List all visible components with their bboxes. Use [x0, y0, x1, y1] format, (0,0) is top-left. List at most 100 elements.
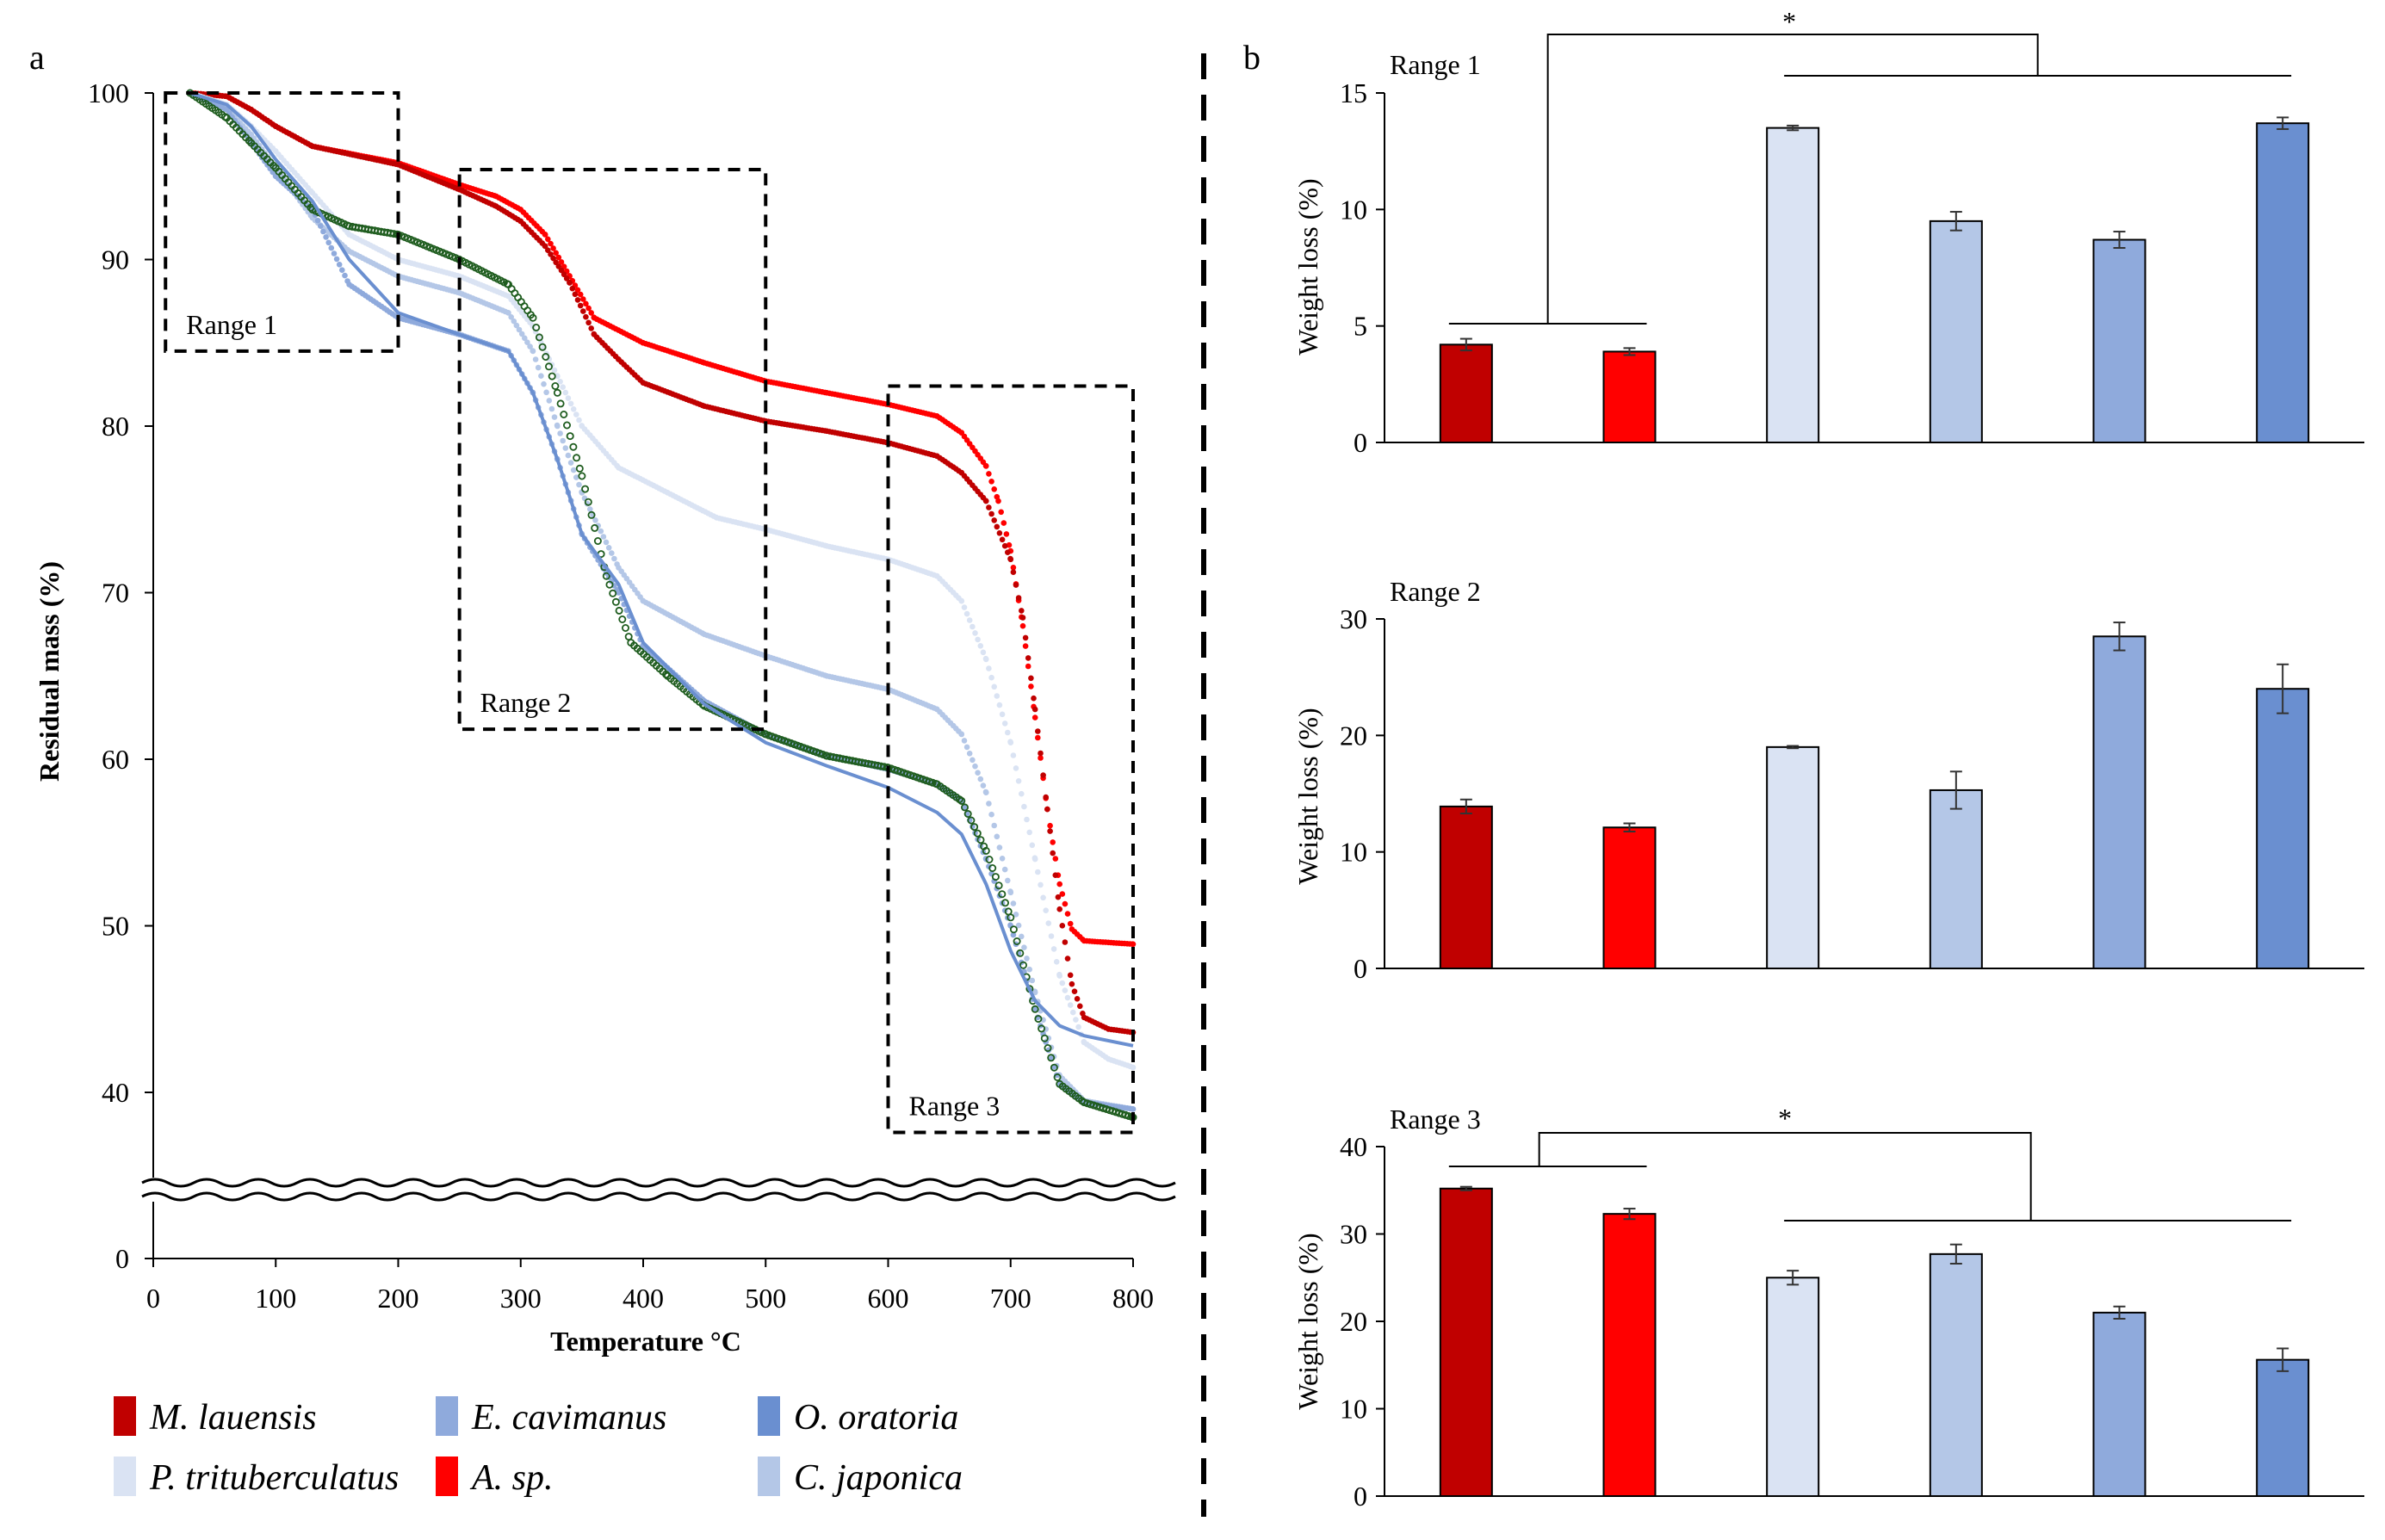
- data-point: [1044, 1044, 1052, 1053]
- data-point: [1062, 939, 1069, 945]
- range-box-label-1: Range 1: [186, 309, 277, 340]
- y-tick-label: 10: [1340, 1394, 1367, 1425]
- data-point: [1059, 891, 1066, 897]
- data-point: [572, 291, 579, 298]
- error-bar: [1949, 1243, 1962, 1265]
- data-point: [505, 310, 511, 316]
- data-point: [996, 844, 1003, 850]
- data-point: [560, 384, 566, 391]
- panel-a-y-tick-label: 80: [102, 411, 129, 442]
- error-bar: [1949, 211, 1962, 232]
- data-point: [1010, 565, 1017, 571]
- series-o-oratoria: [189, 91, 1134, 1048]
- data-point: [986, 801, 992, 807]
- error-bar: [2113, 1305, 2126, 1320]
- data-point: [1047, 1054, 1056, 1062]
- data-point: [548, 405, 555, 412]
- data-point: [1062, 900, 1069, 907]
- data-point: [556, 399, 565, 408]
- data-point: [561, 271, 567, 278]
- data-point: [524, 339, 530, 346]
- data-point: [966, 617, 973, 623]
- range-box-1: [164, 91, 400, 353]
- range2-y-axis-title: Weight loss (%): [1292, 708, 1323, 884]
- data-point: [328, 244, 335, 251]
- data-point: [1038, 755, 1044, 761]
- data-point: [1073, 1017, 1079, 1023]
- data-point: [618, 615, 627, 624]
- range-box-label-3: Range 3: [909, 1090, 1000, 1121]
- data-point: [1024, 816, 1030, 823]
- significance-star: *: [1778, 1103, 1792, 1134]
- error-bar: [1459, 337, 1472, 352]
- data-point: [1016, 949, 1025, 957]
- data-point: [1038, 1024, 1046, 1033]
- data-point: [583, 300, 589, 307]
- legend-item: C. japonica: [758, 1457, 963, 1498]
- data-point: [551, 381, 560, 390]
- data-point: [1013, 765, 1019, 771]
- data-point: [550, 255, 556, 262]
- panel-a-x-tick-label: 800: [1112, 1283, 1154, 1314]
- data-point: [1019, 961, 1028, 969]
- legend-swatch: [436, 1396, 458, 1436]
- data-point: [1029, 977, 1036, 984]
- panel-a-y-axis-title: Residual mass (%): [34, 561, 65, 782]
- data-point: [1040, 772, 1046, 778]
- data-point: [988, 510, 994, 517]
- legend-item: M. lauensis: [114, 1396, 317, 1438]
- significance-star: *: [1782, 6, 1796, 37]
- range3-bar-chart: 0 10 20 30 40 *: [1340, 1103, 2364, 1512]
- data-point: [977, 776, 984, 782]
- data-point: [1070, 1009, 1076, 1016]
- panel-a-x-tick-label: 0: [146, 1283, 160, 1314]
- data-point: [578, 472, 586, 480]
- data-point: [1035, 728, 1041, 734]
- data-point: [600, 534, 607, 540]
- data-point: [998, 890, 1007, 899]
- data-point: [1038, 750, 1044, 757]
- data-point: [609, 550, 615, 556]
- data-point: [569, 285, 576, 292]
- range3-chart-title: Range 3: [1390, 1104, 1481, 1135]
- legend-item: E. cavimanus: [436, 1396, 666, 1438]
- y-tick-label: 20: [1340, 720, 1367, 751]
- data-point: [603, 539, 610, 546]
- data-point: [553, 388, 561, 397]
- data-point: [527, 343, 533, 349]
- data-point: [991, 683, 997, 690]
- data-point: [553, 250, 559, 257]
- data-point: [991, 822, 997, 829]
- data-point: [535, 333, 543, 342]
- legend-swatch: [436, 1457, 458, 1496]
- data-point: [980, 782, 987, 789]
- data-point: [1025, 663, 1031, 670]
- panel-a-x-tick-label: 600: [868, 1283, 909, 1314]
- error-bar: [1623, 1208, 1636, 1221]
- bar: [1439, 1187, 1493, 1497]
- panel-a-y-tick-label: 40: [102, 1077, 129, 1108]
- data-point: [532, 356, 539, 362]
- data-point: [994, 833, 1000, 840]
- data-point: [325, 239, 332, 246]
- y-tick-label: 10: [1340, 194, 1367, 225]
- panel-a-y-tick-label: 60: [102, 744, 129, 775]
- data-point: [994, 693, 1000, 699]
- bar: [1766, 127, 1820, 443]
- data-point: [1034, 1015, 1043, 1024]
- data-point: [529, 313, 537, 322]
- data-point: [1130, 1064, 1137, 1071]
- legend-label: O. oratoria: [794, 1398, 958, 1438]
- data-point: [550, 245, 556, 251]
- data-point: [1015, 922, 1022, 929]
- data-point: [1062, 987, 1069, 993]
- data-point: [1010, 752, 1017, 758]
- data-point: [963, 744, 970, 751]
- data-point: [1029, 842, 1036, 849]
- data-point: [1031, 1006, 1038, 1012]
- data-point: [1038, 881, 1044, 888]
- data-point: [1025, 655, 1031, 661]
- data-point: [1015, 595, 1022, 601]
- data-point: [972, 763, 978, 770]
- data-point: [1130, 1106, 1137, 1112]
